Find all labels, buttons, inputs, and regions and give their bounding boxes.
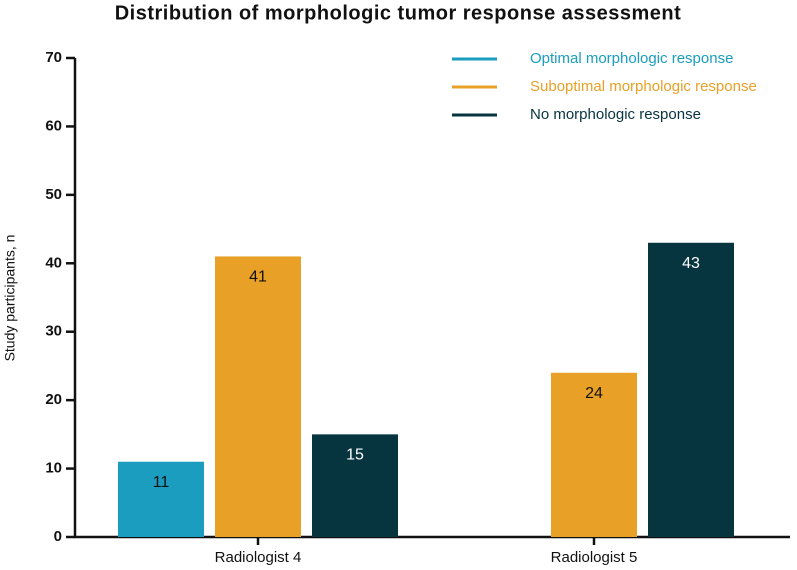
bar (118, 461, 204, 537)
bar (648, 242, 734, 537)
x-tick-label: Radiologist 4 (215, 549, 302, 566)
y-tick-label: 20 (45, 391, 62, 408)
x-tick-label: Radiologist 5 (551, 549, 638, 566)
chart-title: Distribution of morphologic tumor respon… (115, 2, 682, 24)
bar-value-label: 43 (682, 255, 700, 272)
bar (551, 372, 637, 537)
bar (312, 434, 398, 537)
legend-label: No morphologic response (530, 106, 701, 123)
bar-value-label: 41 (249, 269, 267, 286)
y-tick-label: 0 (54, 528, 62, 545)
y-tick-label: 60 (45, 117, 62, 134)
y-tick-label: 30 (45, 323, 62, 340)
legend-label: Optimal morphologic response (530, 50, 733, 67)
legend-label: Suboptimal morphologic response (530, 78, 757, 95)
bar-value-label: 24 (585, 385, 603, 402)
y-tick-label: 10 (45, 460, 62, 477)
bar (215, 256, 301, 537)
y-axis-label: Study participants, n (2, 235, 18, 362)
y-tick-label: 50 (45, 186, 62, 203)
y-tick-label: 70 (45, 49, 62, 66)
bar-value-label: 15 (346, 447, 364, 464)
bar-value-label: 11 (153, 474, 170, 491)
y-tick-label: 40 (45, 254, 62, 271)
